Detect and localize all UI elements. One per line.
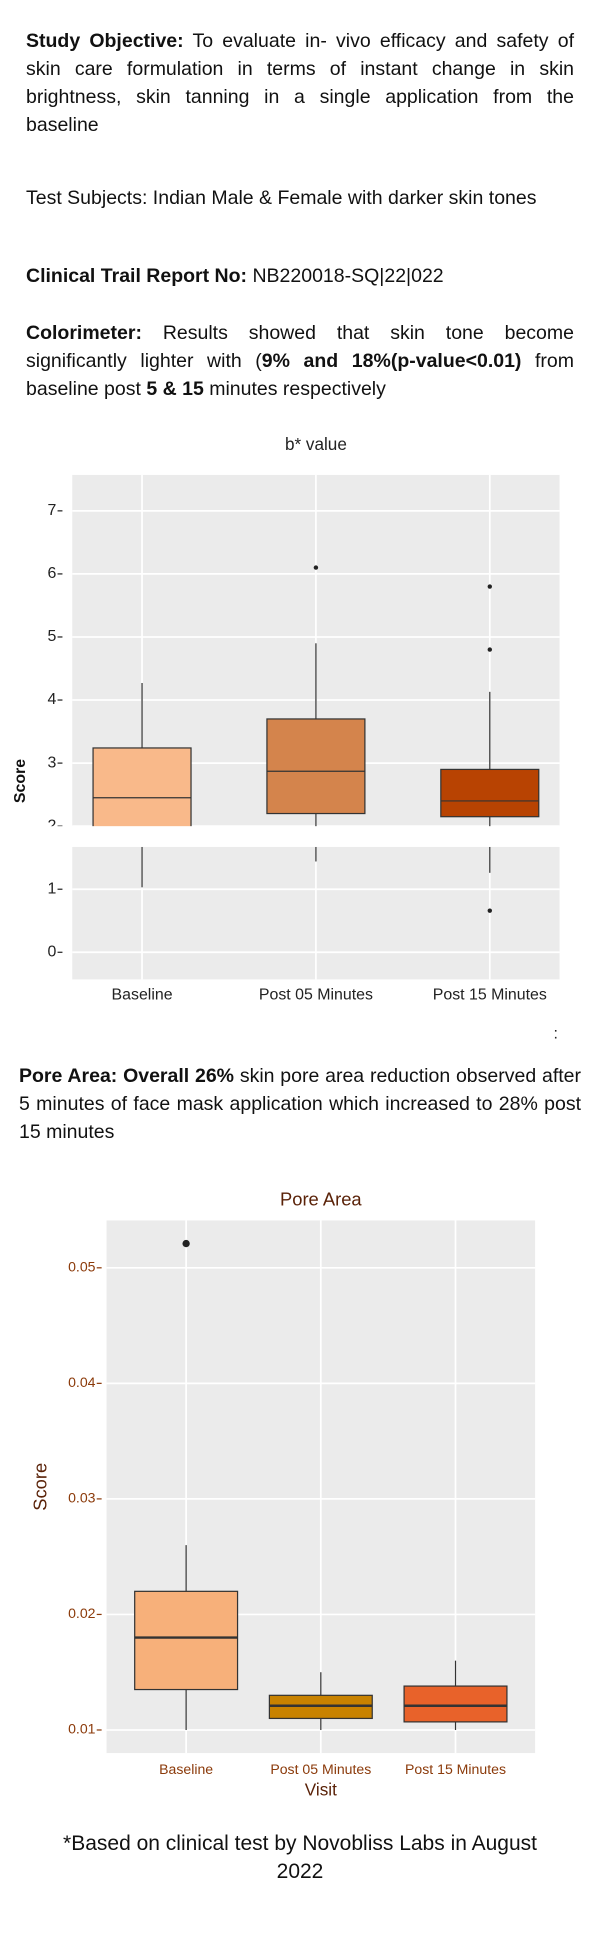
outlier [487,647,493,652]
bold-text: Colorimeter: [26,322,142,344]
paragraph: Study Objective: To evaluate in- vivo ef… [26,27,574,139]
x-tick-label: Baseline [159,1761,213,1777]
paragraph: Pore Area: Overall 26% skin pore area re… [19,1062,581,1146]
x-tick-label: Post 15 Minutes [405,1761,506,1777]
x-tick-label: Baseline [112,987,173,1004]
text: skin pore area reduction observed after … [19,1065,581,1143]
y-tick-label: 0 [47,943,56,960]
box [403,1685,508,1723]
y-axis-title: Score [12,759,29,803]
paragraph: Test Subjects: Indian Male & Female with… [26,184,574,212]
bold-text: 5 & 15 [146,378,204,400]
y-tick-label: 0.04 [68,1374,96,1390]
bold-text: 9% and 18%(p-value<0.01) [261,350,522,372]
text: Results showed that skin tone become sig… [26,322,574,372]
y-tick-label: 0.03 [68,1490,96,1506]
bold-text: Pore Area: Overall 26% [19,1065,235,1087]
text: from baseline post [26,350,574,400]
bold-text: Clinical Trail Report No: [26,265,248,287]
outlier [182,1239,190,1248]
axis-break [0,826,600,847]
text: NB220018-SQ|22|022 [247,265,444,287]
paragraph: Clinical Trail Report No: NB220018-SQ|22… [26,262,574,290]
chart: 0.01 0.02 0.03 0.04 0.05 Baseline Post 05 Minu… [29,1189,536,1800]
footnote: *Based on clinical test by Novobliss Lab… [63,1832,537,1883]
x-tick-label: Post 05 Minutes [259,987,373,1004]
y-tick-label: 1 [47,880,56,897]
annotation: : [553,1026,557,1043]
chart: 0 1 2 3 4 5 6 7 Baseline Post 05 Minutes Post 15 M… [0,434,600,1043]
box [134,1590,239,1691]
text: To evaluate in- vivo efficacy and safety… [26,30,574,136]
paragraph: Colorimeter: Results showed that skin to… [26,319,574,403]
y-tick-label: 0.05 [68,1259,96,1275]
x-tick-label: Post 15 Minutes [433,987,547,1004]
text: Test Subjects: Indian Male & Female with… [26,187,537,209]
x-axis-title: Visit [305,1780,337,1800]
y-tick-label: 4 [47,691,56,708]
box [92,747,192,840]
y-tick-label: 2 [47,817,56,834]
outlier [313,565,319,570]
outlier [487,584,493,589]
y-axis-title: Score [29,1463,50,1511]
x-tick-label: Post 05 Minutes [270,1761,371,1777]
box [440,768,540,818]
chart-title: b* value [285,434,347,454]
y-tick-label: 7 [47,502,56,519]
chart-title: Pore Area [280,1189,362,1210]
y-tick-label: 6 [47,565,56,582]
bold-text: Study Objective: [26,30,184,52]
y-tick-label: 3 [47,754,56,771]
outlier [487,908,493,913]
y-tick-label: 0.01 [68,1721,96,1737]
box [266,718,366,815]
text: minutes respectively [203,378,386,400]
y-tick-label: 5 [47,628,56,645]
y-tick-label: 0.02 [68,1605,96,1621]
